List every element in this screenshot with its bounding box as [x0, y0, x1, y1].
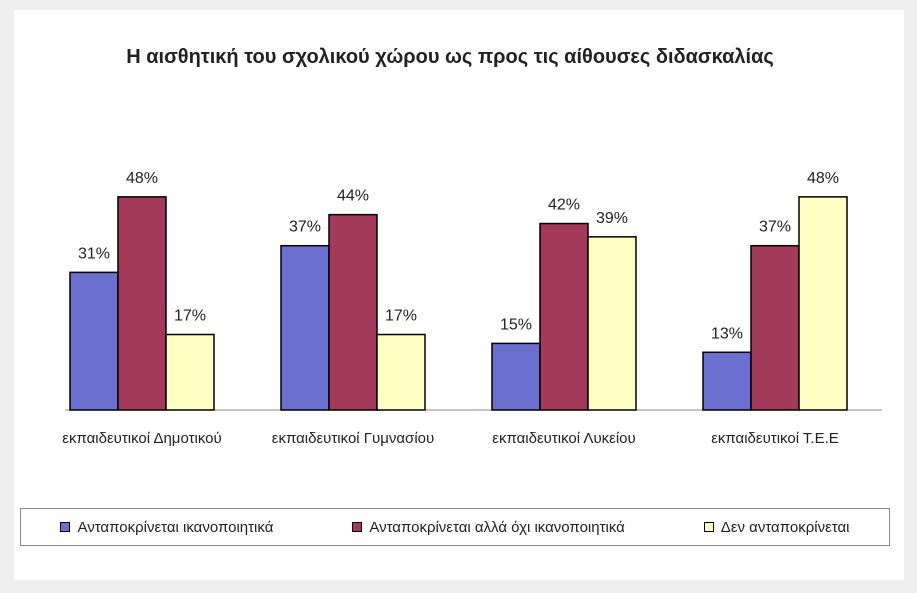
bar: [280, 244, 330, 411]
legend-label: Ανταποκρίνεται ικανοποιητικά: [77, 518, 274, 536]
bar: [69, 271, 119, 411]
value-label: 15%: [500, 316, 532, 333]
x-tick-label: εκπαιδευτικοί Τ.Ε.Ε: [711, 430, 839, 447]
legend-item: Δεν ανταποκρίνεται: [703, 518, 850, 536]
value-label: 42%: [548, 197, 580, 214]
legend-label: Ανταποκρίνεται αλλά όχι ικανοποιητικά: [369, 518, 625, 536]
bar: [117, 196, 167, 411]
bar: [376, 333, 426, 411]
legend-item: Ανταποκρίνεται αλλά όχι ικανοποιητικά: [352, 518, 625, 536]
legend-swatch: [703, 522, 714, 532]
bar: [539, 222, 589, 411]
x-tick-label: εκπαιδευτικοί Δημοτικού: [62, 430, 222, 447]
value-label: 17%: [174, 308, 206, 325]
bar: [702, 351, 752, 411]
value-label: 31%: [78, 245, 110, 262]
value-label: 48%: [807, 170, 839, 187]
value-label: 13%: [711, 325, 743, 342]
value-label: 39%: [596, 210, 628, 227]
value-label: 48%: [126, 170, 158, 187]
bar: [587, 236, 637, 411]
legend-item: Ανταποκρίνεται ικανοποιητικά: [60, 519, 273, 536]
value-label: 37%: [759, 219, 791, 236]
value-label: 17%: [385, 308, 417, 325]
value-label: 44%: [337, 188, 369, 205]
chart-title: Η αισθητική του σχολικού χώρου ως προς τ…: [126, 46, 774, 68]
bar: [798, 196, 848, 411]
legend-label: Δεν ανταποκρίνεται: [720, 518, 850, 536]
bar: [165, 333, 215, 411]
legend-swatch: [352, 522, 363, 532]
bar: [328, 213, 378, 411]
legend-swatch: [60, 522, 71, 532]
x-tick-label: εκπαιδευτικοί Λυκείου: [492, 430, 636, 447]
bar: [491, 342, 541, 411]
legend: Ανταποκρίνεται ικανοποιητικά Ανταποκρίνετ…: [20, 508, 890, 546]
value-label: 37%: [289, 219, 321, 236]
x-tick-label: εκπαιδευτικοί Γυμνασίου: [271, 430, 435, 447]
bar: [750, 244, 800, 411]
